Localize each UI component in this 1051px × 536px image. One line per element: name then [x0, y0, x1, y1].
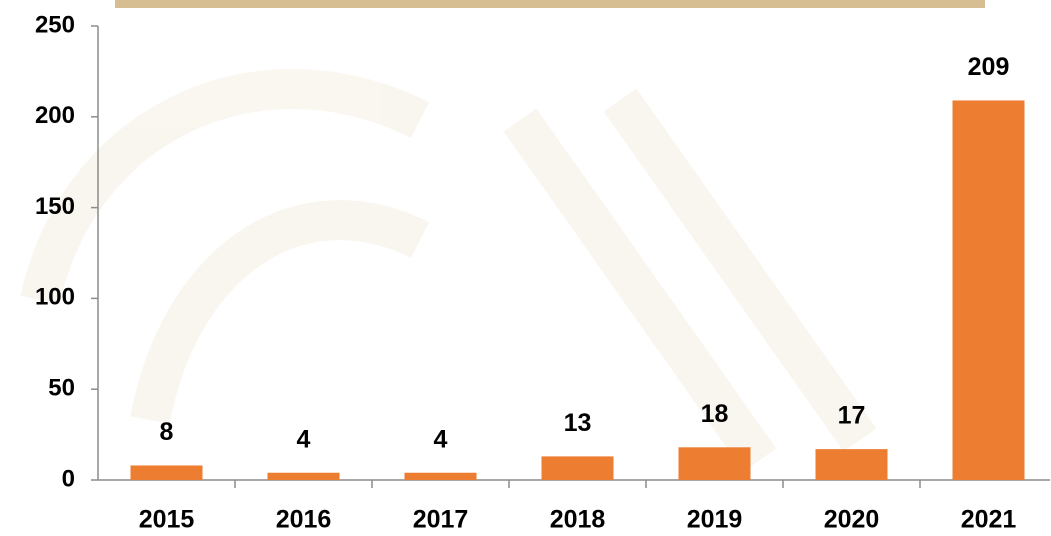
data-label: 4 [434, 425, 448, 453]
data-label: 4 [297, 425, 311, 453]
x-tick-label: 2019 [687, 506, 743, 534]
x-tick-label: 2018 [550, 506, 606, 534]
header-band [115, 0, 985, 8]
bar [815, 449, 888, 480]
watermark [20, 69, 877, 472]
data-label: 13 [564, 409, 592, 437]
x-tick-label: 2016 [276, 506, 332, 534]
x-tick-label: 2015 [139, 506, 195, 534]
y-tick-label: 250 [35, 11, 75, 38]
data-label: 209 [968, 53, 1010, 81]
bar [267, 472, 340, 480]
y-tick-label: 150 [35, 193, 75, 220]
data-label: 8 [160, 418, 174, 446]
y-tick-label: 200 [35, 102, 75, 129]
x-tick-label: 2021 [961, 506, 1017, 534]
bar [952, 100, 1025, 481]
data-label: 17 [838, 402, 866, 430]
x-tick-label: 2017 [413, 506, 469, 534]
x-tick-label: 2020 [824, 506, 880, 534]
bar [404, 472, 477, 480]
bar [130, 465, 203, 480]
bar [678, 447, 751, 480]
y-tick-label: 0 [62, 465, 75, 492]
y-tick-label: 50 [48, 375, 75, 402]
data-label: 18 [701, 400, 729, 428]
y-tick-label: 100 [35, 284, 75, 311]
bar [541, 456, 614, 480]
